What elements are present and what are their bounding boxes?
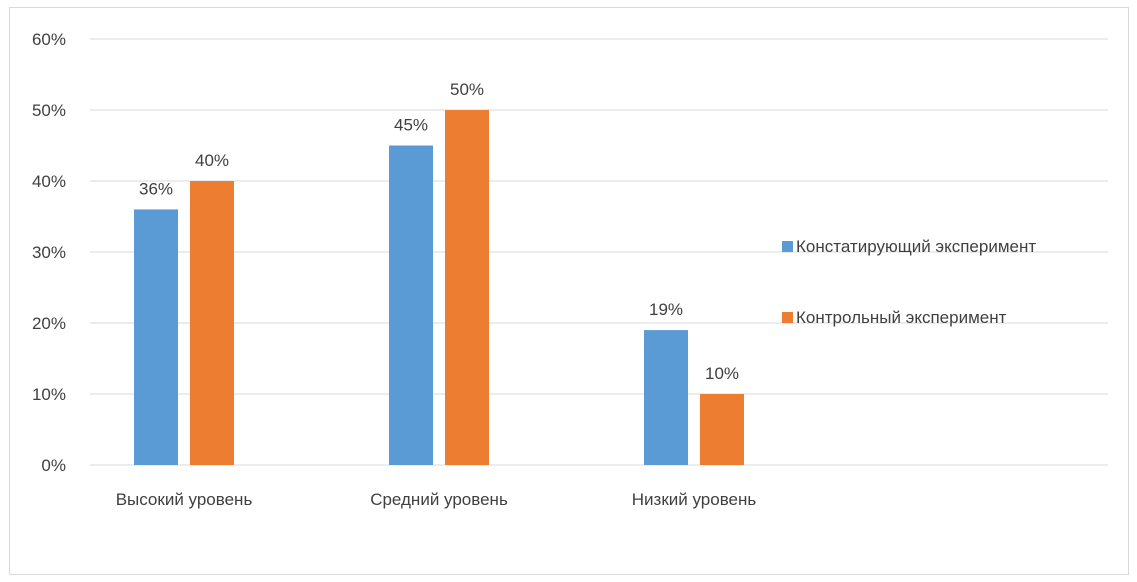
legend-label: Контрольный эксперимент: [796, 308, 1007, 327]
legend-swatch: [782, 312, 793, 323]
bars: [134, 110, 744, 465]
x-category-label: Низкий уровень: [632, 490, 757, 509]
bar-ascertaining-1: [389, 145, 433, 465]
legend-label: Констатирующий эксперимент: [796, 237, 1036, 256]
y-tick-label: 0%: [41, 456, 66, 475]
data-label: 50%: [450, 80, 484, 99]
y-tick-label: 60%: [32, 30, 66, 49]
y-tick-label: 50%: [32, 101, 66, 120]
bar-chart: 0%10%20%30%40%50%60% 36%45%19%40%50%10% …: [32, 30, 1108, 509]
data-label: 19%: [649, 300, 683, 319]
legend: Констатирующий эксперимент Контрольный эк…: [782, 237, 1036, 327]
y-tick-label: 20%: [32, 314, 66, 333]
data-labels: 36% 45% 19% 40% 50% 10%: [139, 80, 739, 383]
x-category-label: Высокий уровень: [116, 490, 253, 509]
bar-control-0: [190, 181, 234, 465]
data-label: 45%: [394, 116, 428, 135]
data-label: 10%: [705, 364, 739, 383]
x-category-label: Средний уровень: [370, 490, 508, 509]
y-tick-label: 10%: [32, 385, 66, 404]
bar-ascertaining-0: [134, 209, 178, 465]
y-axis-ticks: 0% 10% 20% 30% 40% 50% 60%: [32, 30, 66, 475]
x-axis-categories: Высокий уровень Средний уровень Низкий уро…: [116, 490, 757, 509]
chart-frame: 0% 10% 20% 30% 40% 50% 60% 36% 45% 19% 40% 50% 10% …: [9, 7, 1129, 575]
bar-control-1: [445, 110, 489, 465]
gridlines: [90, 38, 1108, 466]
bar-ascertaining-2: [644, 330, 688, 465]
legend-swatch: [782, 241, 793, 252]
data-label: 40%: [195, 151, 229, 170]
data-label: 36%: [139, 179, 173, 198]
bar-control-2: [700, 394, 744, 465]
y-tick-label: 30%: [32, 243, 66, 262]
y-tick-label: 40%: [32, 172, 66, 191]
